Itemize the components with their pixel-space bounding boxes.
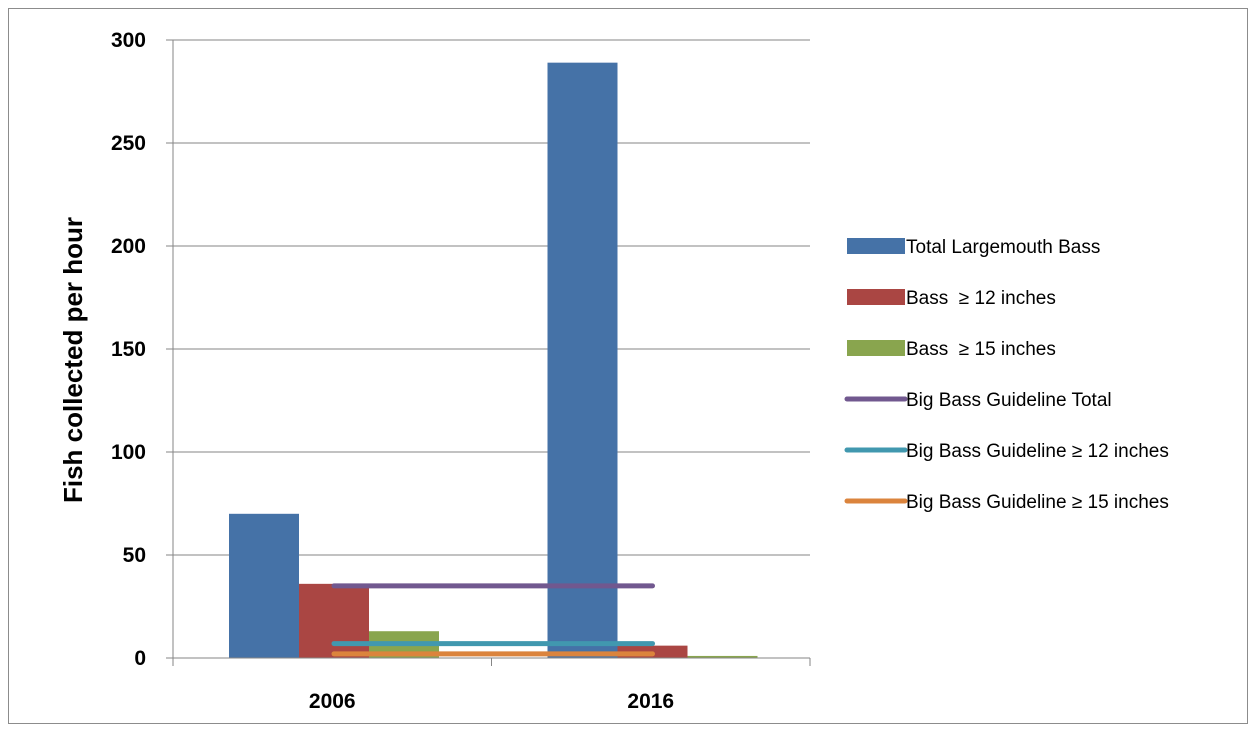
y-tick-label: 50 (123, 544, 146, 567)
y-axis-label: Fish collected per hour (58, 217, 88, 503)
guideline-lines (331, 583, 655, 657)
legend-label: Big Bass Guideline Total (906, 390, 1112, 411)
y-tick-label: 200 (111, 235, 146, 258)
bar (229, 513, 299, 658)
legend-label: Total Largemouth Bass (906, 237, 1100, 258)
legend-label: Big Bass Guideline ≥ 12 inches (906, 441, 1169, 462)
legend-label: Bass ≥ 15 inches (906, 339, 1056, 360)
bar (299, 583, 369, 658)
grid-lines (173, 39, 810, 556)
legend-swatch (847, 289, 905, 305)
y-tick-label: 100 (111, 441, 146, 464)
bars (229, 62, 758, 659)
x-tick-label: 2006 (309, 690, 356, 713)
tick-labels: 0 50 100 150 200 250 300 2006 2016 (111, 29, 674, 713)
chart-frame (8, 8, 1248, 724)
y-tick-label: 0 (134, 647, 146, 670)
legend-label: Big Bass Guideline ≥ 15 inches (906, 492, 1169, 513)
legend-swatch (847, 340, 905, 356)
y-tick-label: 250 (111, 132, 146, 155)
y-tick-label: 300 (111, 29, 146, 52)
bar (547, 62, 618, 659)
axes (166, 39, 811, 666)
legend-swatch (847, 238, 905, 254)
x-tick-label: 2016 (627, 690, 674, 713)
y-tick-label: 150 (111, 338, 146, 361)
legend: Total Largemouth Bass Bass ≥ 12 inches Bas… (844, 237, 1169, 513)
legend-label: Bass ≥ 12 inches (906, 288, 1056, 309)
bar (687, 655, 758, 658)
